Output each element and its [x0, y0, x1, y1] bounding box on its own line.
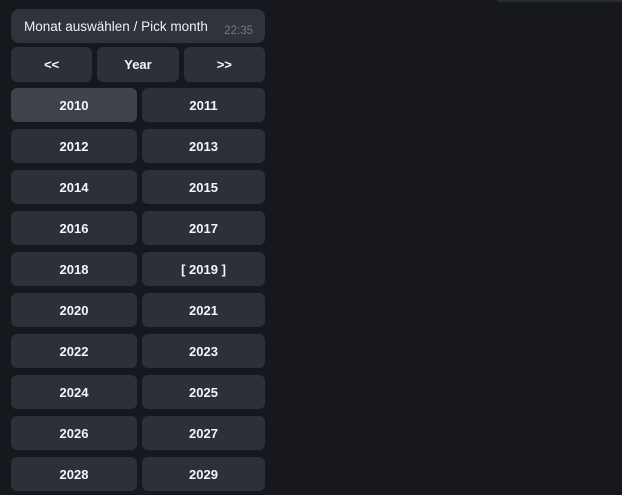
year-mode-button[interactable]: Year	[97, 47, 179, 82]
year-row: 2012 2013	[11, 129, 265, 163]
year-button-2024[interactable]: 2024	[11, 375, 137, 409]
year-button-2020[interactable]: 2020	[11, 293, 137, 327]
year-button-2010[interactable]: 2010	[11, 88, 137, 122]
year-row: 2010 2011	[11, 88, 265, 122]
bot-message-block: Monat auswählen / Pick month 22:35 << Ye…	[11, 9, 265, 495]
year-button-2025[interactable]: 2025	[142, 375, 265, 409]
year-row: 2022 2023	[11, 334, 265, 368]
year-button-2016[interactable]: 2016	[11, 211, 137, 245]
prev-page-button[interactable]: <<	[11, 47, 93, 82]
year-button-2021[interactable]: 2021	[142, 293, 265, 327]
year-row: 2026 2027	[11, 416, 265, 450]
year-row: 2016 2017	[11, 211, 265, 245]
year-button-2013[interactable]: 2013	[142, 129, 265, 163]
year-button-2012[interactable]: 2012	[11, 129, 137, 163]
year-button-2015[interactable]: 2015	[142, 170, 265, 204]
year-row: 2014 2015	[11, 170, 265, 204]
year-button-2026[interactable]: 2026	[11, 416, 137, 450]
year-row: 2028 2029	[11, 457, 265, 491]
year-button-2011[interactable]: 2011	[142, 88, 265, 122]
year-row: 2020 2021	[11, 293, 265, 327]
year-button-2022[interactable]: 2022	[11, 334, 137, 368]
next-page-button[interactable]: >>	[183, 47, 265, 82]
year-button-2018[interactable]: 2018	[11, 252, 137, 286]
message-text: Monat auswählen / Pick month	[24, 18, 208, 34]
year-button-2014[interactable]: 2014	[11, 170, 137, 204]
message-bubble: Monat auswählen / Pick month 22:35	[11, 9, 265, 43]
year-button-2027[interactable]: 2027	[142, 416, 265, 450]
year-button-2023[interactable]: 2023	[142, 334, 265, 368]
year-button-2017[interactable]: 2017	[142, 211, 265, 245]
keyboard-nav-row: << Year >>	[11, 47, 265, 82]
year-button-2029[interactable]: 2029	[142, 457, 265, 491]
year-button-2028[interactable]: 2028	[11, 457, 137, 491]
year-row: 2018 [ 2019 ]	[11, 252, 265, 286]
message-timestamp: 22:35	[224, 25, 253, 37]
window-edge-line	[497, 0, 622, 2]
year-row: 2024 2025	[11, 375, 265, 409]
year-button-2019[interactable]: [ 2019 ]	[142, 252, 265, 286]
